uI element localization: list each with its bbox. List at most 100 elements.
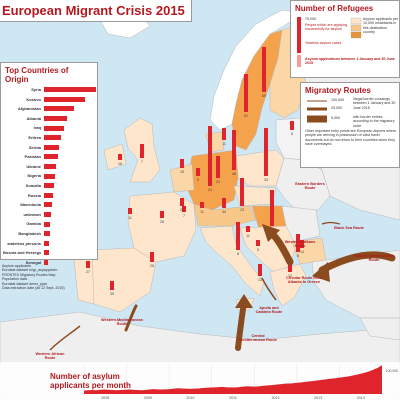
refugee-bar — [232, 130, 236, 170]
route-arrow-western-african — [49, 325, 81, 351]
route-arrows — [49, 221, 396, 351]
country-name: Somalia — [25, 182, 41, 188]
country-row: Pakistan — [1, 152, 97, 162]
country-name: Eritrea — [28, 134, 41, 140]
country-bar — [44, 125, 64, 131]
asylum-chart-title-line1: Number of asylum — [50, 372, 120, 381]
refugee-bar — [256, 240, 260, 246]
country-bar — [44, 135, 62, 141]
note-line: FRONTEX Migratory Routes Map — [2, 272, 56, 277]
refugee-bar — [240, 178, 244, 206]
refugee-bar — [296, 234, 300, 252]
top-countries-list: Syria Kosovo Afghanistan Albania Iraq Eritrea… — [1, 85, 97, 267]
country-row: Syria — [1, 85, 97, 95]
refugee-number: 8 — [237, 252, 239, 256]
refugee-number: 39 — [110, 292, 114, 296]
refugee-number: 26 — [160, 220, 164, 224]
refugee-bar — [180, 198, 184, 206]
asylum-chart-title-line2: applicants per month — [50, 381, 131, 390]
refugee-bar — [236, 222, 240, 250]
refugee-bar — [196, 168, 200, 176]
country-bar — [44, 144, 60, 150]
country-bar — [44, 192, 54, 198]
country-row: Gambia — [1, 219, 97, 229]
romania — [281, 205, 321, 243]
label-apulia-route: Apulia and Calabria Route — [255, 306, 283, 315]
source-notes: Asylum applicants Eurostat dataset migr_… — [2, 264, 94, 290]
refugee-number: 14 — [300, 250, 304, 254]
refugee-number: 24 — [180, 208, 184, 212]
note-line: Eurostat dataset migr_asyappctzm — [2, 268, 58, 273]
refugee-bar — [86, 261, 90, 268]
country-name: Iraq — [33, 125, 41, 131]
legend-scale-1 — [350, 17, 362, 25]
routes-schengen: with border entries according to the mig… — [353, 115, 395, 128]
label-western-balkans-route: Western Balkans Route — [284, 240, 316, 249]
country-bar — [44, 154, 58, 160]
refugee-number: 13 — [258, 278, 262, 282]
asylum-ytick-label: 100,000 — [386, 369, 398, 373]
routes-legend-graphic — [307, 100, 327, 123]
country-bar — [44, 259, 49, 265]
refugee-number: 11 — [222, 142, 226, 146]
label-western-african-route: Western African Route — [35, 352, 65, 361]
country-name: Albania — [26, 115, 41, 121]
route-arrowhead-western-balkans — [262, 224, 280, 242]
route-arrow-western-med — [124, 304, 138, 332]
refugee-bar — [128, 208, 132, 214]
refugee-number: 27 — [86, 270, 90, 274]
refugee-bar — [244, 74, 248, 112]
country-row: Iraq — [1, 123, 97, 133]
country-name: Pakistan — [24, 154, 41, 160]
refugee-number: 21 — [208, 188, 212, 192]
refugee-number: 44 — [222, 210, 226, 214]
legend-successful: People which are applying successfully f… — [305, 23, 347, 32]
page-title: European Migrant Crisis 2015 — [0, 0, 192, 22]
country-row: Senegal — [1, 258, 97, 268]
country-name: Afghanistan — [17, 106, 41, 112]
country-name: stateless persons — [7, 240, 41, 246]
country-name: Macedonia — [20, 202, 41, 208]
refugee-bar — [222, 198, 226, 208]
country-row: Eritrea — [1, 133, 97, 143]
refugee-bars — [86, 47, 304, 290]
asylum-chart-title: Number of asylum applicants per month — [50, 372, 131, 390]
country-name: Serbia — [28, 144, 41, 150]
refugee-bar — [140, 144, 144, 158]
refugee-bar — [246, 226, 250, 232]
country-row: Nigeria — [1, 171, 97, 181]
legend-applications: Asylum applications between 1 January an… — [305, 57, 395, 66]
asylum-area — [84, 365, 382, 394]
country-name: Russia — [27, 192, 41, 198]
france — [127, 191, 197, 263]
routes-note: Other important entry points are Europea… — [305, 129, 397, 147]
legend-scale-2 — [350, 24, 362, 32]
refugee-bar — [270, 190, 274, 226]
asylum-year-label: 2010 — [186, 396, 194, 400]
refugee-bar — [288, 262, 292, 272]
refugee-number: 7 — [141, 160, 143, 164]
country-row: Russia — [1, 191, 97, 201]
refugee-number: 21 — [216, 180, 220, 184]
switzerland-austria — [193, 203, 257, 227]
refugee-bar — [150, 252, 154, 262]
refugee-number: 8 — [297, 254, 299, 258]
label-black-sea-route: Black Sea Route — [334, 226, 364, 230]
refugee-number: 8 — [291, 132, 293, 136]
country-name: Bosnia and Herzegovina — [3, 250, 41, 256]
country-bar — [44, 250, 49, 256]
asylum-year-label: 2013 — [314, 396, 322, 400]
country-name: Ukraine — [26, 163, 41, 169]
country-bar — [44, 240, 50, 246]
country-bar — [44, 106, 75, 112]
refugee-number: 11 — [128, 216, 132, 220]
refugee-number: 11 — [246, 234, 250, 238]
asylum-year-label: 2014 — [357, 396, 365, 400]
label-central-med-route: Central Mediterranean Route — [239, 334, 277, 343]
legend-bar-sample — [297, 17, 301, 53]
refugee-number: 16 — [118, 162, 122, 166]
refugee-bar — [208, 126, 212, 186]
route-arrow-apulia — [261, 277, 277, 301]
refugee-number: 33 — [264, 178, 268, 182]
